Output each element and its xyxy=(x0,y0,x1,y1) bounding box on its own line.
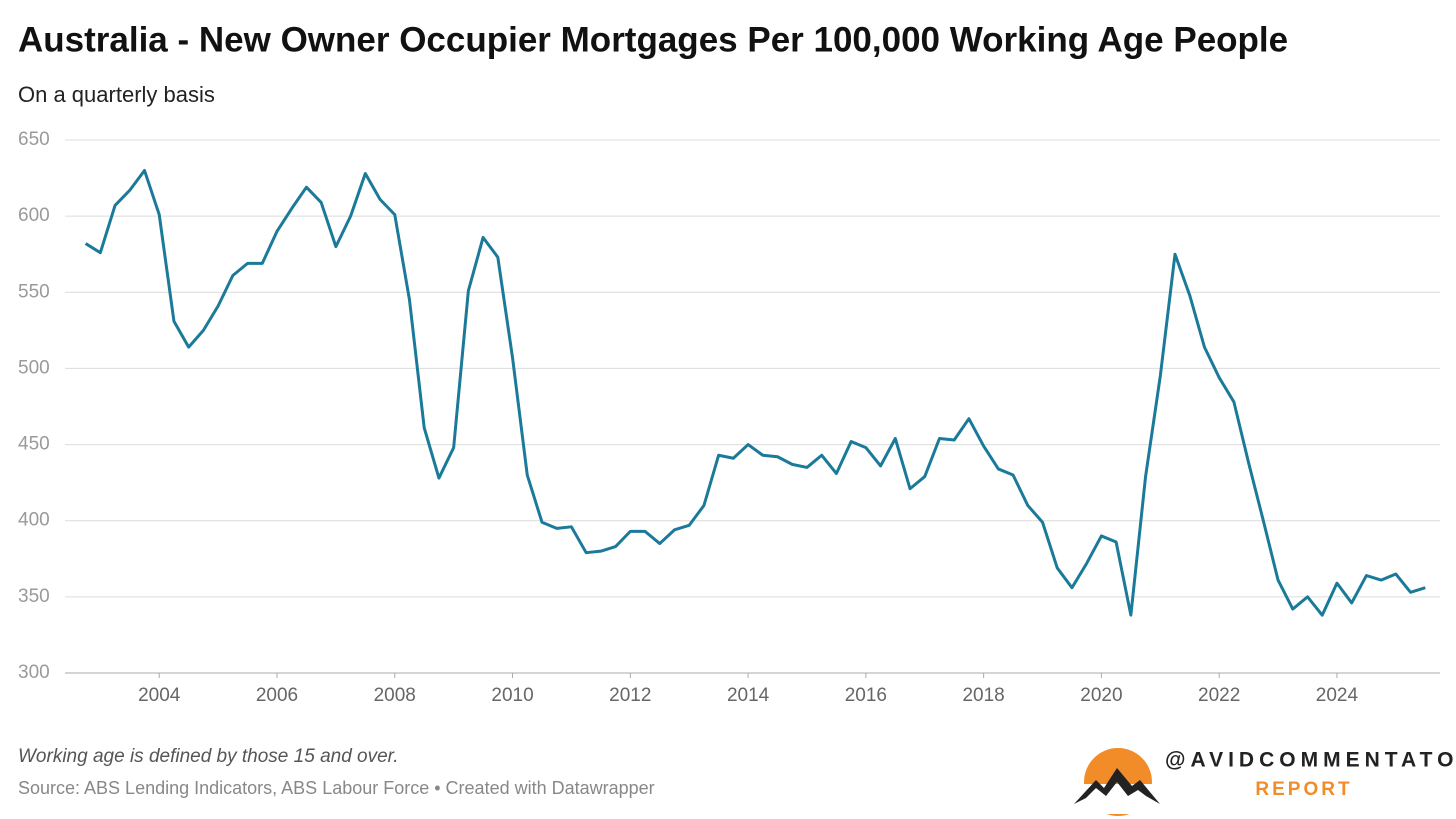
y-tick-label: 450 xyxy=(18,434,50,455)
x-tick-label: 2024 xyxy=(1316,685,1359,706)
x-tick-label: 2020 xyxy=(1080,685,1122,706)
logo-mask xyxy=(1070,784,1166,814)
x-tick-label: 2006 xyxy=(256,685,298,706)
y-tick-label: 500 xyxy=(18,357,50,378)
x-tick-label: 2022 xyxy=(1198,685,1240,706)
y-tick-label: 650 xyxy=(18,129,50,150)
x-tick-label: 2012 xyxy=(609,685,651,706)
chart-subtitle: On a quarterly basis xyxy=(18,82,215,107)
source: Source: ABS Lending Indicators, ABS Labo… xyxy=(18,778,655,798)
note: Working age is defined by those 15 and o… xyxy=(18,746,399,767)
y-tick-label: 300 xyxy=(18,662,50,683)
x-tick-label: 2016 xyxy=(845,685,887,706)
x-tick-label: 2008 xyxy=(374,685,416,706)
chart-title: Australia - New Owner Occupier Mortgages… xyxy=(18,20,1288,59)
y-tick-label: 550 xyxy=(18,281,50,302)
brand-sub: Report xyxy=(1255,779,1352,800)
logo xyxy=(1070,748,1166,816)
x-tick-label: 2010 xyxy=(491,685,533,706)
logo-mountains xyxy=(1074,768,1160,804)
y-tick-label: 350 xyxy=(18,586,50,607)
data-line xyxy=(84,168,1426,617)
x-tick-label: 2018 xyxy=(962,685,1004,706)
x-tick-label: 2004 xyxy=(138,685,181,706)
y-tick-label: 400 xyxy=(18,510,50,531)
x-tick-label: 2014 xyxy=(727,685,770,706)
y-tick-label: 600 xyxy=(18,205,50,226)
brand: @AVIDCOMMENTATOR xyxy=(1165,749,1456,772)
